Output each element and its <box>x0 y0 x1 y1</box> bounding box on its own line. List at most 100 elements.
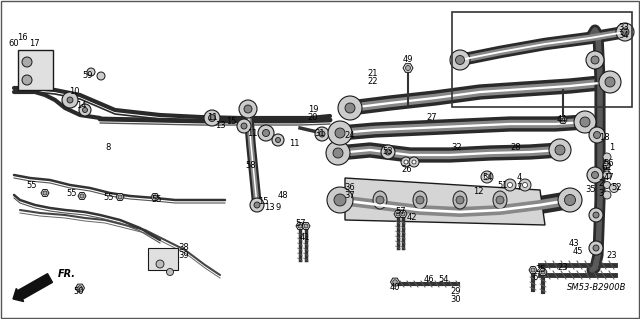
Polygon shape <box>403 64 413 72</box>
Text: 2: 2 <box>598 179 604 188</box>
Polygon shape <box>302 223 310 229</box>
Text: 28: 28 <box>511 144 522 152</box>
Text: 13: 13 <box>214 122 225 130</box>
Circle shape <box>304 224 308 228</box>
Text: 7: 7 <box>516 182 522 191</box>
Circle shape <box>333 148 343 158</box>
Text: 10: 10 <box>68 87 79 97</box>
Polygon shape <box>394 211 402 218</box>
Circle shape <box>22 75 32 85</box>
Text: 43: 43 <box>569 239 579 248</box>
Circle shape <box>605 77 615 87</box>
Circle shape <box>237 119 251 133</box>
Text: 3: 3 <box>598 189 604 197</box>
Polygon shape <box>41 189 49 197</box>
Text: 55: 55 <box>67 189 77 197</box>
Text: 59: 59 <box>83 71 93 80</box>
Circle shape <box>496 196 504 204</box>
Circle shape <box>589 127 605 143</box>
Circle shape <box>239 100 257 118</box>
Circle shape <box>591 56 599 64</box>
Text: 47: 47 <box>604 174 614 182</box>
Circle shape <box>244 105 252 113</box>
Circle shape <box>593 245 599 251</box>
Polygon shape <box>78 193 86 199</box>
Circle shape <box>315 127 329 141</box>
Text: 21: 21 <box>368 70 378 78</box>
Circle shape <box>319 131 325 137</box>
Text: 55: 55 <box>152 196 163 204</box>
Circle shape <box>549 139 571 161</box>
Circle shape <box>593 212 599 218</box>
Text: 57: 57 <box>296 219 307 228</box>
Text: 17: 17 <box>29 40 39 48</box>
Circle shape <box>599 71 621 93</box>
Circle shape <box>416 196 424 204</box>
Circle shape <box>508 182 513 188</box>
Ellipse shape <box>493 191 507 209</box>
Text: 15: 15 <box>258 197 268 206</box>
Circle shape <box>621 28 629 36</box>
Circle shape <box>275 137 280 143</box>
Text: 51: 51 <box>498 181 508 189</box>
Text: 11: 11 <box>207 114 217 122</box>
Ellipse shape <box>413 191 427 209</box>
Text: 55: 55 <box>104 194 115 203</box>
Text: FR.: FR. <box>58 269 76 279</box>
Text: 24: 24 <box>345 131 355 140</box>
Text: 54: 54 <box>439 275 449 284</box>
Circle shape <box>87 68 95 76</box>
Text: 60: 60 <box>9 39 19 48</box>
Circle shape <box>153 195 157 199</box>
Text: 15: 15 <box>226 117 236 127</box>
Circle shape <box>376 196 384 204</box>
Text: 11: 11 <box>289 138 300 147</box>
Circle shape <box>254 202 260 208</box>
Circle shape <box>401 212 405 216</box>
Circle shape <box>587 167 603 183</box>
Text: 14: 14 <box>76 100 86 109</box>
Text: 29: 29 <box>451 287 461 296</box>
Circle shape <box>118 195 122 199</box>
Text: 49: 49 <box>403 56 413 64</box>
Text: 23: 23 <box>607 251 618 261</box>
Text: 19: 19 <box>308 106 318 115</box>
Circle shape <box>609 183 618 192</box>
Text: 25: 25 <box>536 265 547 275</box>
Circle shape <box>43 191 47 195</box>
Circle shape <box>481 171 493 183</box>
FancyBboxPatch shape <box>18 50 53 90</box>
Text: 26: 26 <box>402 165 412 174</box>
Circle shape <box>250 198 264 212</box>
Circle shape <box>603 153 611 161</box>
Text: 40: 40 <box>390 283 400 292</box>
Circle shape <box>393 280 397 284</box>
FancyBboxPatch shape <box>148 248 178 270</box>
Circle shape <box>504 179 516 191</box>
Circle shape <box>79 104 91 116</box>
Text: 58: 58 <box>246 160 256 169</box>
Text: 39: 39 <box>179 251 189 261</box>
Polygon shape <box>399 211 407 218</box>
Text: 48: 48 <box>278 191 288 201</box>
Circle shape <box>589 208 603 222</box>
Text: 27: 27 <box>427 114 437 122</box>
Text: 50: 50 <box>74 286 84 295</box>
Polygon shape <box>539 269 547 276</box>
Circle shape <box>484 174 490 180</box>
Circle shape <box>456 196 464 204</box>
Circle shape <box>338 96 362 120</box>
Text: 37: 37 <box>344 191 355 201</box>
Text: 54: 54 <box>483 173 493 182</box>
Text: 9: 9 <box>275 204 280 212</box>
Circle shape <box>541 270 545 274</box>
Text: 11: 11 <box>247 129 257 137</box>
Text: 57: 57 <box>396 206 406 216</box>
Circle shape <box>589 241 603 255</box>
Text: 36: 36 <box>344 183 355 192</box>
Circle shape <box>604 161 611 168</box>
Circle shape <box>204 110 220 126</box>
Text: 32: 32 <box>452 144 462 152</box>
Text: 16: 16 <box>17 33 28 42</box>
Circle shape <box>450 50 470 70</box>
